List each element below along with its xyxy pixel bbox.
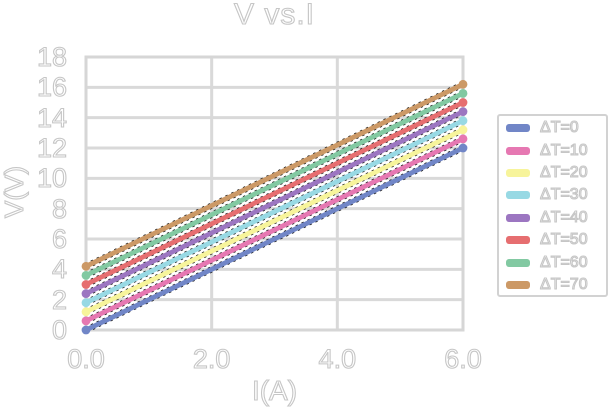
legend-swatch [506, 213, 530, 222]
series-start-marker [81, 289, 91, 298]
legend-label: ΔT=40 [539, 208, 588, 226]
x-tick-label: 6.0 [444, 344, 483, 374]
series-start-marker [81, 271, 91, 280]
legend-item: ΔT=40 [499, 207, 606, 229]
legend-label: ΔT=70 [539, 275, 588, 293]
series-end-marker [458, 89, 468, 98]
legend-label: ΔT=10 [539, 141, 588, 159]
x-tick-label: 2.0 [192, 344, 231, 374]
y-tick-label: 8 [51, 193, 67, 224]
legend-label: ΔT=20 [539, 163, 588, 181]
legend-item: ΔT=10 [499, 139, 606, 161]
series-start-marker [81, 316, 91, 326]
x-tick-label: 4.0 [318, 344, 357, 374]
legend-label: ΔT=60 [539, 253, 588, 271]
series-end-marker [458, 116, 468, 126]
y-tick-label: 12 [36, 133, 67, 163]
y-tick-label: 18 [36, 42, 67, 72]
legend-item: ΔT=50 [499, 229, 606, 251]
series-end-marker [458, 125, 468, 135]
plot-frame [84, 55, 465, 332]
y-tick-label: 16 [36, 72, 67, 103]
series-line [84, 109, 465, 296]
legend-label: ΔT=50 [539, 231, 588, 249]
series-line [84, 145, 465, 333]
y-tick-label: 0 [51, 315, 67, 345]
series-start-marker [81, 280, 91, 289]
legend-item: ΔT=30 [499, 184, 606, 206]
series-end-marker [458, 143, 468, 153]
legend: ΔT=0 ΔT=10 ΔT=20 ΔT=30 ΔT=40 ΔT=50 ΔT=60 ΔT=70 [497, 114, 608, 297]
series-line [84, 118, 465, 305]
y-tick-label: 2 [51, 284, 67, 315]
series-start-marker [81, 325, 91, 335]
series-start-marker [81, 298, 91, 308]
y-tick-label: 4 [51, 254, 67, 285]
legend-swatch [506, 258, 530, 267]
legend-swatch [506, 236, 530, 245]
legend-item: ΔT=20 [499, 162, 606, 184]
y-tick-label: 6 [51, 224, 67, 254]
legend-label: ΔT=0 [539, 119, 579, 137]
legend-item: ΔT=60 [499, 251, 606, 273]
series-end-marker [458, 107, 468, 116]
series-line [84, 100, 465, 287]
series-start-marker [81, 307, 91, 317]
legend-swatch [506, 191, 530, 200]
y-tick-label: 14 [36, 102, 67, 133]
legend-swatch [506, 146, 530, 155]
legend-label: ΔT=30 [539, 186, 588, 204]
legend-item: ΔT=0 [499, 117, 606, 139]
y-tick-label: 10 [36, 163, 67, 194]
series-line [84, 82, 465, 269]
series-end-marker [458, 98, 468, 107]
legend-item: ΔT=70 [499, 274, 606, 296]
series-line [84, 136, 465, 324]
x-axis-label: I(A) [251, 375, 298, 406]
legend-swatch [506, 168, 530, 177]
chart-title: V vs.I [233, 0, 315, 32]
series-end-marker [458, 134, 468, 144]
series-start-marker [81, 261, 91, 271]
series-end-marker [458, 79, 468, 89]
legend-swatch [506, 124, 530, 133]
series-line [84, 91, 465, 278]
x-tick-label: 0.0 [67, 344, 106, 374]
series-line [84, 127, 465, 314]
legend-swatch [506, 280, 530, 289]
